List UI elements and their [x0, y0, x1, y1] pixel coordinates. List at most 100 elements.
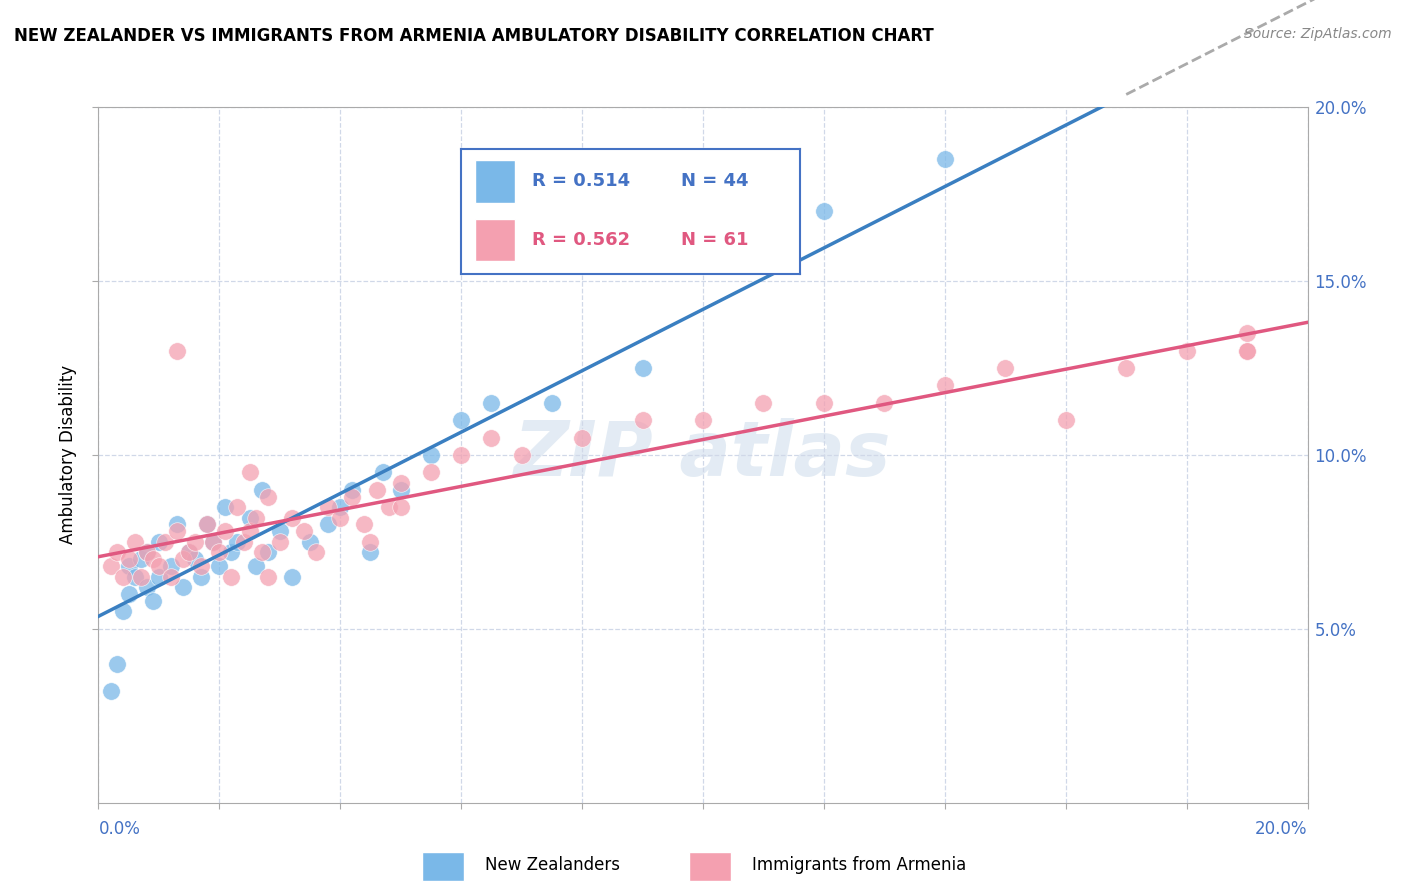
Point — [202, 534, 225, 549]
Point — [281, 510, 304, 524]
Point — [631, 413, 654, 427]
Point — [1115, 360, 1137, 375]
Point — [142, 594, 165, 608]
Point — [129, 552, 152, 566]
Point — [100, 684, 122, 698]
Point — [129, 570, 152, 584]
Point — [366, 483, 388, 497]
Text: New Zealanders: New Zealanders — [485, 856, 620, 874]
Point — [118, 559, 141, 574]
Point — [1236, 343, 1258, 358]
Point — [292, 524, 315, 539]
Point — [1236, 343, 1258, 358]
Point — [360, 534, 382, 549]
Point — [208, 545, 231, 559]
Point — [316, 500, 339, 514]
Point — [250, 483, 273, 497]
Point — [226, 500, 249, 514]
Point — [1175, 343, 1198, 358]
Point — [221, 545, 243, 559]
Point — [195, 517, 218, 532]
Point — [481, 396, 503, 410]
Point — [316, 517, 339, 532]
Point — [214, 500, 236, 514]
Text: Immigrants from Armenia: Immigrants from Armenia — [752, 856, 966, 874]
Point — [342, 490, 364, 504]
Point — [389, 483, 412, 497]
Point — [202, 534, 225, 549]
Point — [450, 413, 472, 427]
Point — [184, 534, 207, 549]
Point — [179, 545, 201, 559]
Point — [1236, 326, 1258, 340]
Point — [239, 510, 262, 524]
Point — [105, 657, 128, 671]
Point — [450, 448, 472, 462]
Point — [166, 343, 188, 358]
Point — [221, 570, 243, 584]
Point — [299, 534, 322, 549]
Point — [135, 580, 157, 594]
Point — [135, 545, 157, 559]
Point — [214, 524, 236, 539]
Point — [148, 534, 170, 549]
Point — [329, 500, 352, 514]
Point — [245, 559, 267, 574]
Point — [245, 510, 267, 524]
Point — [813, 204, 835, 219]
Text: 20.0%: 20.0% — [1256, 821, 1308, 838]
Point — [190, 570, 212, 584]
Point — [256, 545, 278, 559]
Text: ZIP atlas: ZIP atlas — [515, 418, 891, 491]
Point — [142, 552, 165, 566]
Point — [226, 534, 249, 549]
Point — [160, 570, 183, 584]
Point — [184, 552, 207, 566]
Point — [371, 466, 394, 480]
Point — [148, 570, 170, 584]
Point — [250, 545, 273, 559]
Point — [389, 500, 412, 514]
Point — [420, 466, 443, 480]
Point — [752, 396, 775, 410]
Point — [172, 580, 194, 594]
Point — [571, 431, 593, 445]
Point — [305, 545, 328, 559]
Point — [111, 570, 134, 584]
Point — [208, 559, 231, 574]
Point — [269, 524, 291, 539]
Point — [353, 517, 375, 532]
Point — [692, 413, 714, 427]
FancyBboxPatch shape — [422, 852, 464, 881]
Point — [813, 396, 835, 410]
Point — [100, 559, 122, 574]
Point — [540, 396, 562, 410]
Point — [281, 570, 304, 584]
Point — [420, 448, 443, 462]
Point — [329, 510, 352, 524]
Point — [377, 500, 399, 514]
Point — [135, 545, 157, 559]
Point — [481, 431, 503, 445]
Point — [172, 552, 194, 566]
Point — [256, 490, 278, 504]
Point — [994, 360, 1017, 375]
Point — [239, 466, 262, 480]
Point — [105, 545, 128, 559]
Point — [111, 605, 134, 619]
Point — [360, 545, 382, 559]
Point — [389, 475, 412, 490]
Point — [148, 559, 170, 574]
Point — [269, 534, 291, 549]
Point — [1054, 413, 1077, 427]
Text: 0.0%: 0.0% — [98, 821, 141, 838]
Point — [510, 448, 533, 462]
Point — [118, 587, 141, 601]
Point — [124, 534, 146, 549]
Text: NEW ZEALANDER VS IMMIGRANTS FROM ARMENIA AMBULATORY DISABILITY CORRELATION CHART: NEW ZEALANDER VS IMMIGRANTS FROM ARMENIA… — [14, 27, 934, 45]
Text: Source: ZipAtlas.com: Source: ZipAtlas.com — [1244, 27, 1392, 41]
Point — [166, 517, 188, 532]
FancyBboxPatch shape — [689, 852, 731, 881]
Y-axis label: Ambulatory Disability: Ambulatory Disability — [59, 366, 77, 544]
Point — [118, 552, 141, 566]
